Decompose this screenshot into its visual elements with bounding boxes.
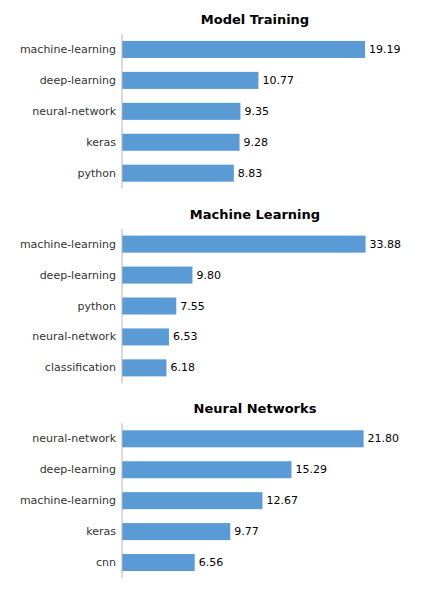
tick-label: deep-learning [40, 463, 116, 476]
data-label: 15.29 [295, 463, 327, 476]
data-label: 6.53 [173, 330, 198, 343]
data-label: 9.77 [234, 525, 259, 538]
tick-label: keras [86, 525, 116, 538]
bar [122, 72, 258, 89]
data-label: 6.56 [199, 556, 224, 569]
tick-label: classification [45, 361, 116, 374]
tick-label: machine-learning [20, 238, 116, 251]
bar [122, 430, 364, 447]
bar [122, 359, 166, 376]
data-label: 33.88 [370, 238, 402, 251]
data-label: 19.19 [369, 43, 401, 56]
data-label: 9.80 [196, 269, 221, 282]
bar [122, 328, 169, 345]
bars [122, 41, 365, 182]
bars [122, 430, 364, 571]
title: Neural Networks [194, 401, 317, 416]
data-label: 7.55 [180, 300, 205, 313]
bar [122, 554, 195, 571]
data-label: 21.80 [368, 432, 400, 445]
tick-label: cnn [96, 556, 116, 569]
tick-label: python [78, 300, 117, 313]
tick-label: deep-learning [40, 269, 116, 282]
bar [122, 297, 176, 314]
bar [122, 134, 240, 151]
bar [122, 41, 365, 58]
data-label: 10.77 [262, 74, 294, 87]
bar [122, 461, 291, 478]
tick-label: machine-learning [20, 43, 116, 56]
tick-label: neural-network [32, 330, 116, 343]
data-label: 8.83 [238, 167, 263, 180]
data-label: 9.35 [244, 105, 269, 118]
data-label: 9.28 [244, 136, 269, 149]
data-label: 12.67 [266, 494, 298, 507]
axis-line [122, 229, 123, 384]
panel: Machine Learning machine-learning 33.88 dee… [20, 207, 401, 384]
axis-line [122, 34, 123, 189]
title: Model Training [201, 12, 309, 27]
bars [122, 236, 366, 377]
bar [122, 103, 240, 120]
tick-label: neural-network [32, 105, 116, 118]
data-label: 6.18 [170, 361, 195, 374]
tick-label: neural-network [32, 432, 116, 445]
title: Machine Learning [190, 207, 320, 222]
axis-line [122, 423, 123, 578]
bar [122, 523, 230, 540]
tick-label: machine-learning [20, 494, 116, 507]
tick-label: deep-learning [40, 74, 116, 87]
bar [122, 165, 234, 182]
panel: Neural Networks neural-network 21.80 deep-l… [20, 401, 399, 578]
tick-label: keras [86, 136, 116, 149]
panel: Model Training machine-learning 19.19 deep-… [20, 12, 401, 189]
bar [122, 267, 192, 284]
bar [122, 492, 262, 509]
chart: Model Training machine-learning 19.19 deep-… [0, 0, 443, 600]
tick-label: python [78, 167, 117, 180]
bar [122, 236, 366, 253]
